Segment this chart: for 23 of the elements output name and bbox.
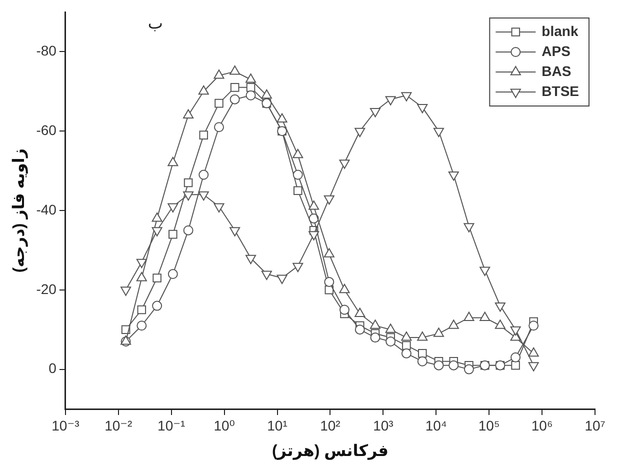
y-tick-label: -60: [36, 122, 57, 138]
legend-label: APS: [542, 42, 570, 59]
y-tick-label: -40: [36, 201, 57, 218]
x-tick-label: 10⁵: [478, 417, 500, 434]
x-tick-label: 10⁻³: [52, 417, 80, 434]
y-tick-label: -20: [36, 280, 57, 297]
chart-title: ب: [148, 15, 163, 32]
x-axis-title: فركانس (هرتز): [272, 442, 388, 460]
x-tick-label: 10⁴: [425, 417, 447, 434]
y-tick-label: -80: [36, 42, 57, 59]
y-tick-label: 0: [48, 360, 57, 376]
x-tick-label: 10²: [320, 417, 341, 434]
legend-label: BTSE: [542, 82, 580, 99]
x-tick-label: 10⁻¹: [158, 417, 186, 434]
x-tick-label: 10⁷: [584, 417, 606, 434]
x-tick-label: 10⁶: [531, 417, 553, 434]
legend-label: blank: [542, 22, 578, 39]
x-tick-label: 10⁻²: [104, 417, 133, 434]
y-axis-title: زاويه فاز (درجه): [11, 148, 28, 273]
x-tick-label: 10³: [373, 417, 394, 434]
x-tick-label: 10⁰: [214, 417, 236, 434]
legend-label: BAS: [542, 62, 572, 79]
x-tick-label: 10¹: [267, 417, 288, 434]
